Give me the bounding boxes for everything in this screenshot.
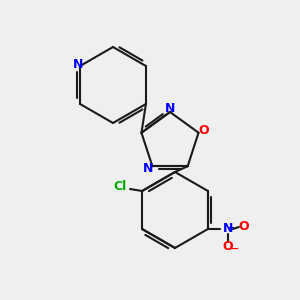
Text: O: O [238,220,249,233]
Text: Cl: Cl [113,181,127,194]
Text: +: + [227,223,234,232]
Text: N: N [73,58,83,71]
Text: O: O [223,241,233,254]
Text: O: O [198,124,209,137]
Text: N: N [143,162,154,175]
Text: N: N [223,223,233,236]
Text: N: N [165,101,175,115]
Text: −: − [230,244,240,254]
